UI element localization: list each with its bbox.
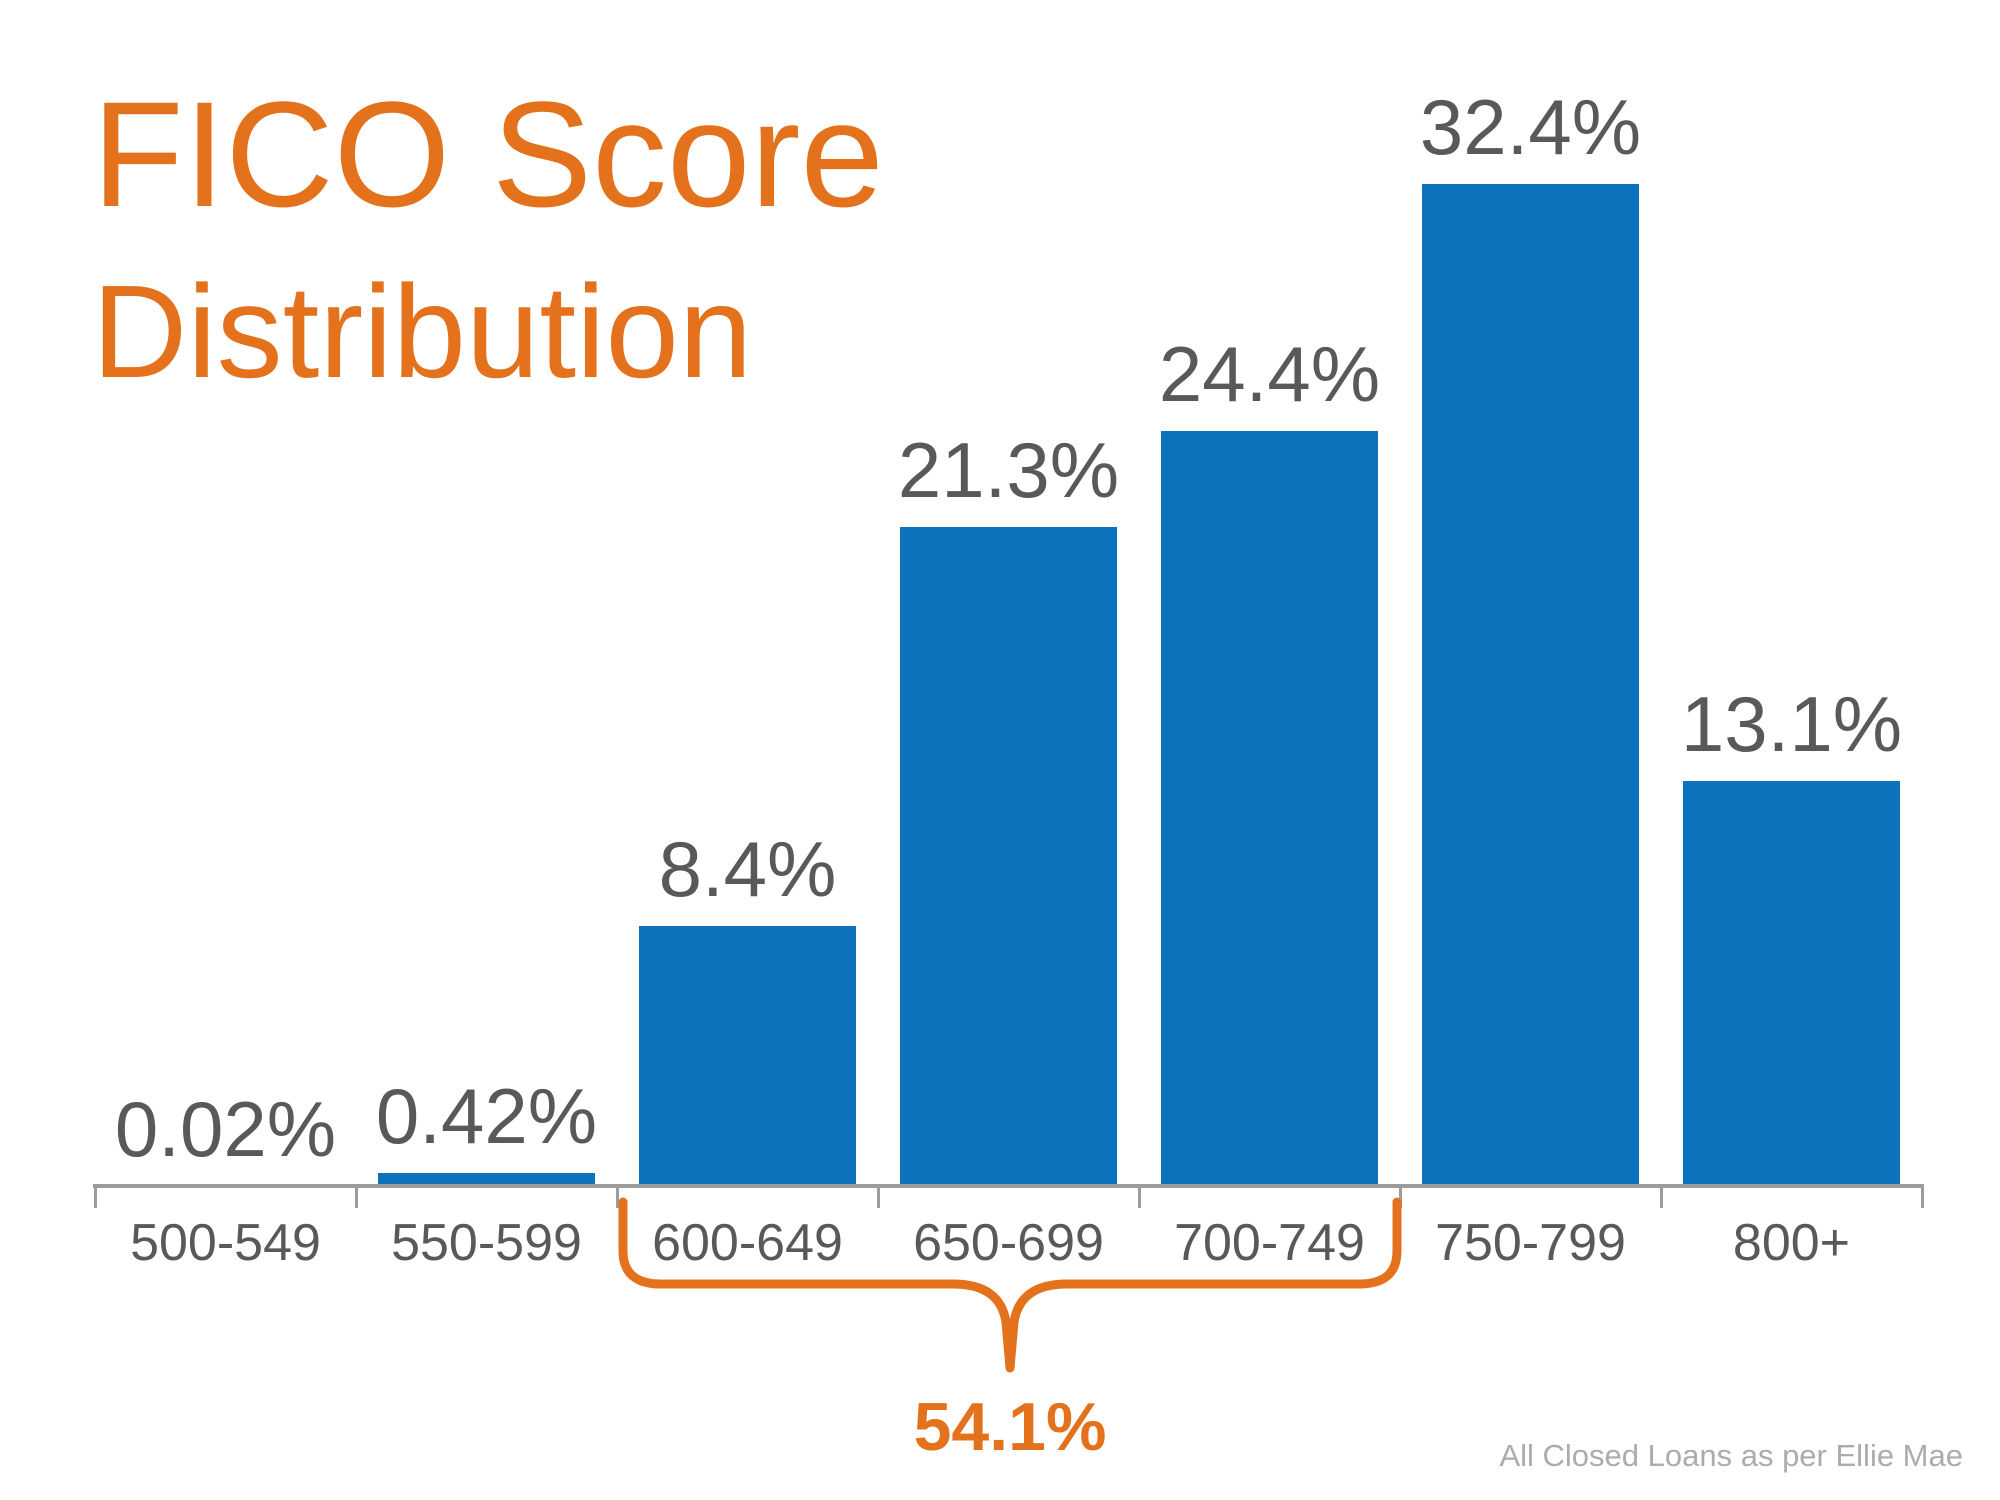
source-attribution: All Closed Loans as per Ellie Mae: [1499, 1438, 1963, 1473]
category-label-550-599: 550-599: [391, 1214, 582, 1272]
value-label-700-749: 24.4%: [1158, 330, 1381, 419]
bar-800+: [1683, 780, 1900, 1186]
bar-750-799: [1422, 183, 1639, 1186]
category-label-750-799: 750-799: [1435, 1214, 1626, 1272]
value-label-750-799: 32.4%: [1419, 82, 1642, 171]
value-label-800+: 13.1%: [1680, 679, 1903, 768]
x-axis-tick: [1920, 1186, 1924, 1208]
category-label-500-549: 500-549: [130, 1214, 321, 1272]
x-axis-tick: [354, 1186, 358, 1208]
x-axis-tick: [1137, 1186, 1141, 1208]
value-label-500-549: 0.02%: [114, 1085, 337, 1173]
category-label-800+: 800+: [1732, 1214, 1851, 1272]
bar-600-649: [639, 926, 856, 1186]
bar-650-699: [900, 527, 1117, 1186]
value-label-600-649: 8.4%: [658, 825, 837, 914]
x-axis-tick: [1398, 1186, 1402, 1208]
x-axis-tick: [93, 1186, 97, 1208]
bracket-combined-value-label: 54.1%: [913, 1389, 1107, 1465]
category-label-700-749: 700-749: [1174, 1214, 1365, 1272]
chart-title-line2: Distribution: [92, 258, 753, 405]
category-label-600-649: 600-649: [652, 1214, 843, 1272]
x-axis-line: [93, 1184, 1924, 1188]
value-label-550-599: 0.42%: [375, 1072, 598, 1160]
x-axis-tick: [1659, 1186, 1663, 1208]
bar-700-749: [1161, 431, 1378, 1186]
value-label-650-699: 21.3%: [897, 426, 1120, 515]
x-axis-tick: [615, 1186, 619, 1208]
chart-title-line1: FICO Score: [92, 70, 884, 238]
category-label-650-699: 650-699: [913, 1214, 1104, 1272]
x-axis-tick: [876, 1186, 880, 1208]
bar-550-599: [378, 1173, 595, 1186]
